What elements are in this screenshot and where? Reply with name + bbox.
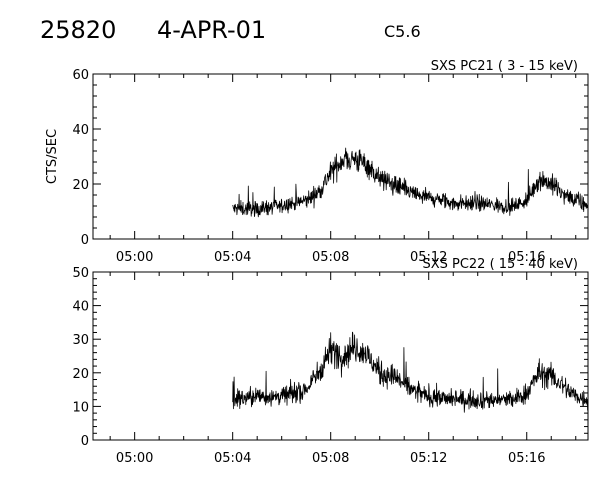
y-tick-label: 50	[72, 266, 89, 281]
plot-frame	[92, 73, 589, 240]
x-tick-label: 05:12	[410, 451, 447, 466]
x-tick-label: 05:12	[410, 250, 447, 265]
y-tick-label: 20	[72, 367, 89, 382]
x-tick-label: 05:04	[214, 451, 251, 466]
chart-title: SXS PC22 ( 15 - 40 keV)	[422, 257, 578, 272]
event-date: 4-APR-01	[157, 16, 267, 44]
flare-class: C5.6	[384, 22, 421, 41]
event-id: 25820	[40, 16, 117, 44]
y-tick-label: 60	[72, 68, 89, 83]
x-tick-label: 05:08	[312, 250, 349, 265]
series-line	[232, 331, 589, 413]
x-tick-label: 05:00	[116, 451, 153, 466]
y-tick-label: 0	[81, 233, 89, 248]
panel-pc21: 0 20 40 60 05:00 05:04 05:08 05:12 05:16 SXS PC21…	[45, 59, 589, 265]
x-tick-label: 05:08	[312, 451, 349, 466]
y-tick-label: 10	[72, 400, 89, 415]
chart-title: SXS PC21 ( 3 - 15 keV)	[431, 59, 578, 74]
x-tick-label: 05:00	[116, 250, 153, 265]
x-tick-label: 05:16	[508, 451, 545, 466]
plot-frame	[92, 271, 589, 441]
x-tick-label: 05:16	[508, 250, 545, 265]
y-tick-label: 40	[72, 300, 89, 315]
series-line	[232, 147, 589, 218]
y-tick-label: 20	[72, 178, 89, 193]
x-tick-label: 05:04	[214, 250, 251, 265]
panel-pc22: 0 10 20 30 40 50 05:00 05:04 05:08 05:12 05:16 SXS …	[72, 257, 589, 466]
y-axis-label: CTS/SEC	[45, 129, 60, 184]
y-tick-label: 30	[72, 333, 89, 348]
y-tick-label: 40	[72, 123, 89, 138]
y-tick-label: 0	[81, 434, 89, 449]
